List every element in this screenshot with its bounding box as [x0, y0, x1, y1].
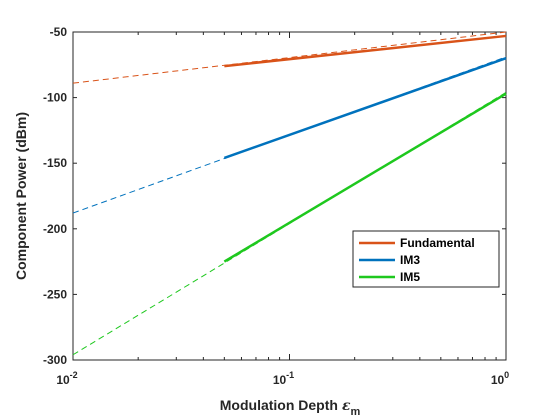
y-tick-label: -250: [43, 287, 67, 301]
x-tick-label: 100: [491, 370, 509, 387]
x-axis-label-subscript: m: [350, 406, 360, 418]
y-tick-label: -150: [43, 156, 67, 170]
legend-label-fundamental: Fundamental: [400, 236, 475, 250]
x-tick-label: 10-2: [56, 370, 77, 387]
x-axis-label-symbol: ε: [342, 398, 351, 414]
y-tick-label: -200: [43, 222, 67, 236]
y-tick-label: -100: [43, 91, 67, 105]
x-axis-label-text: Modulation Depth: [220, 397, 338, 413]
y-tick-label: -300: [43, 353, 67, 367]
series-solid-fundamental: [224, 34, 507, 68]
legend-label-im3: IM3: [400, 253, 420, 267]
legend: Fundamental IM3 IM5: [352, 230, 500, 288]
x-axis-label: Modulation Depth εm: [220, 397, 361, 418]
legend-label-im5: IM5: [400, 270, 420, 284]
y-axis-label: Component Power (dBm): [13, 112, 29, 280]
ticks: -300 -250 -200 -150 -100 -50 10-2 10-1 100: [43, 25, 509, 387]
series-lines: [72, 31, 507, 356]
x-tick-label: 10-1: [273, 370, 294, 387]
series-dashed-fundamental: [72, 31, 507, 84]
series-solid-im5: [223, 92, 507, 263]
y-tick-label: -50: [50, 25, 68, 39]
series-solid-im3: [223, 57, 507, 160]
plot-area: [72, 31, 507, 361]
